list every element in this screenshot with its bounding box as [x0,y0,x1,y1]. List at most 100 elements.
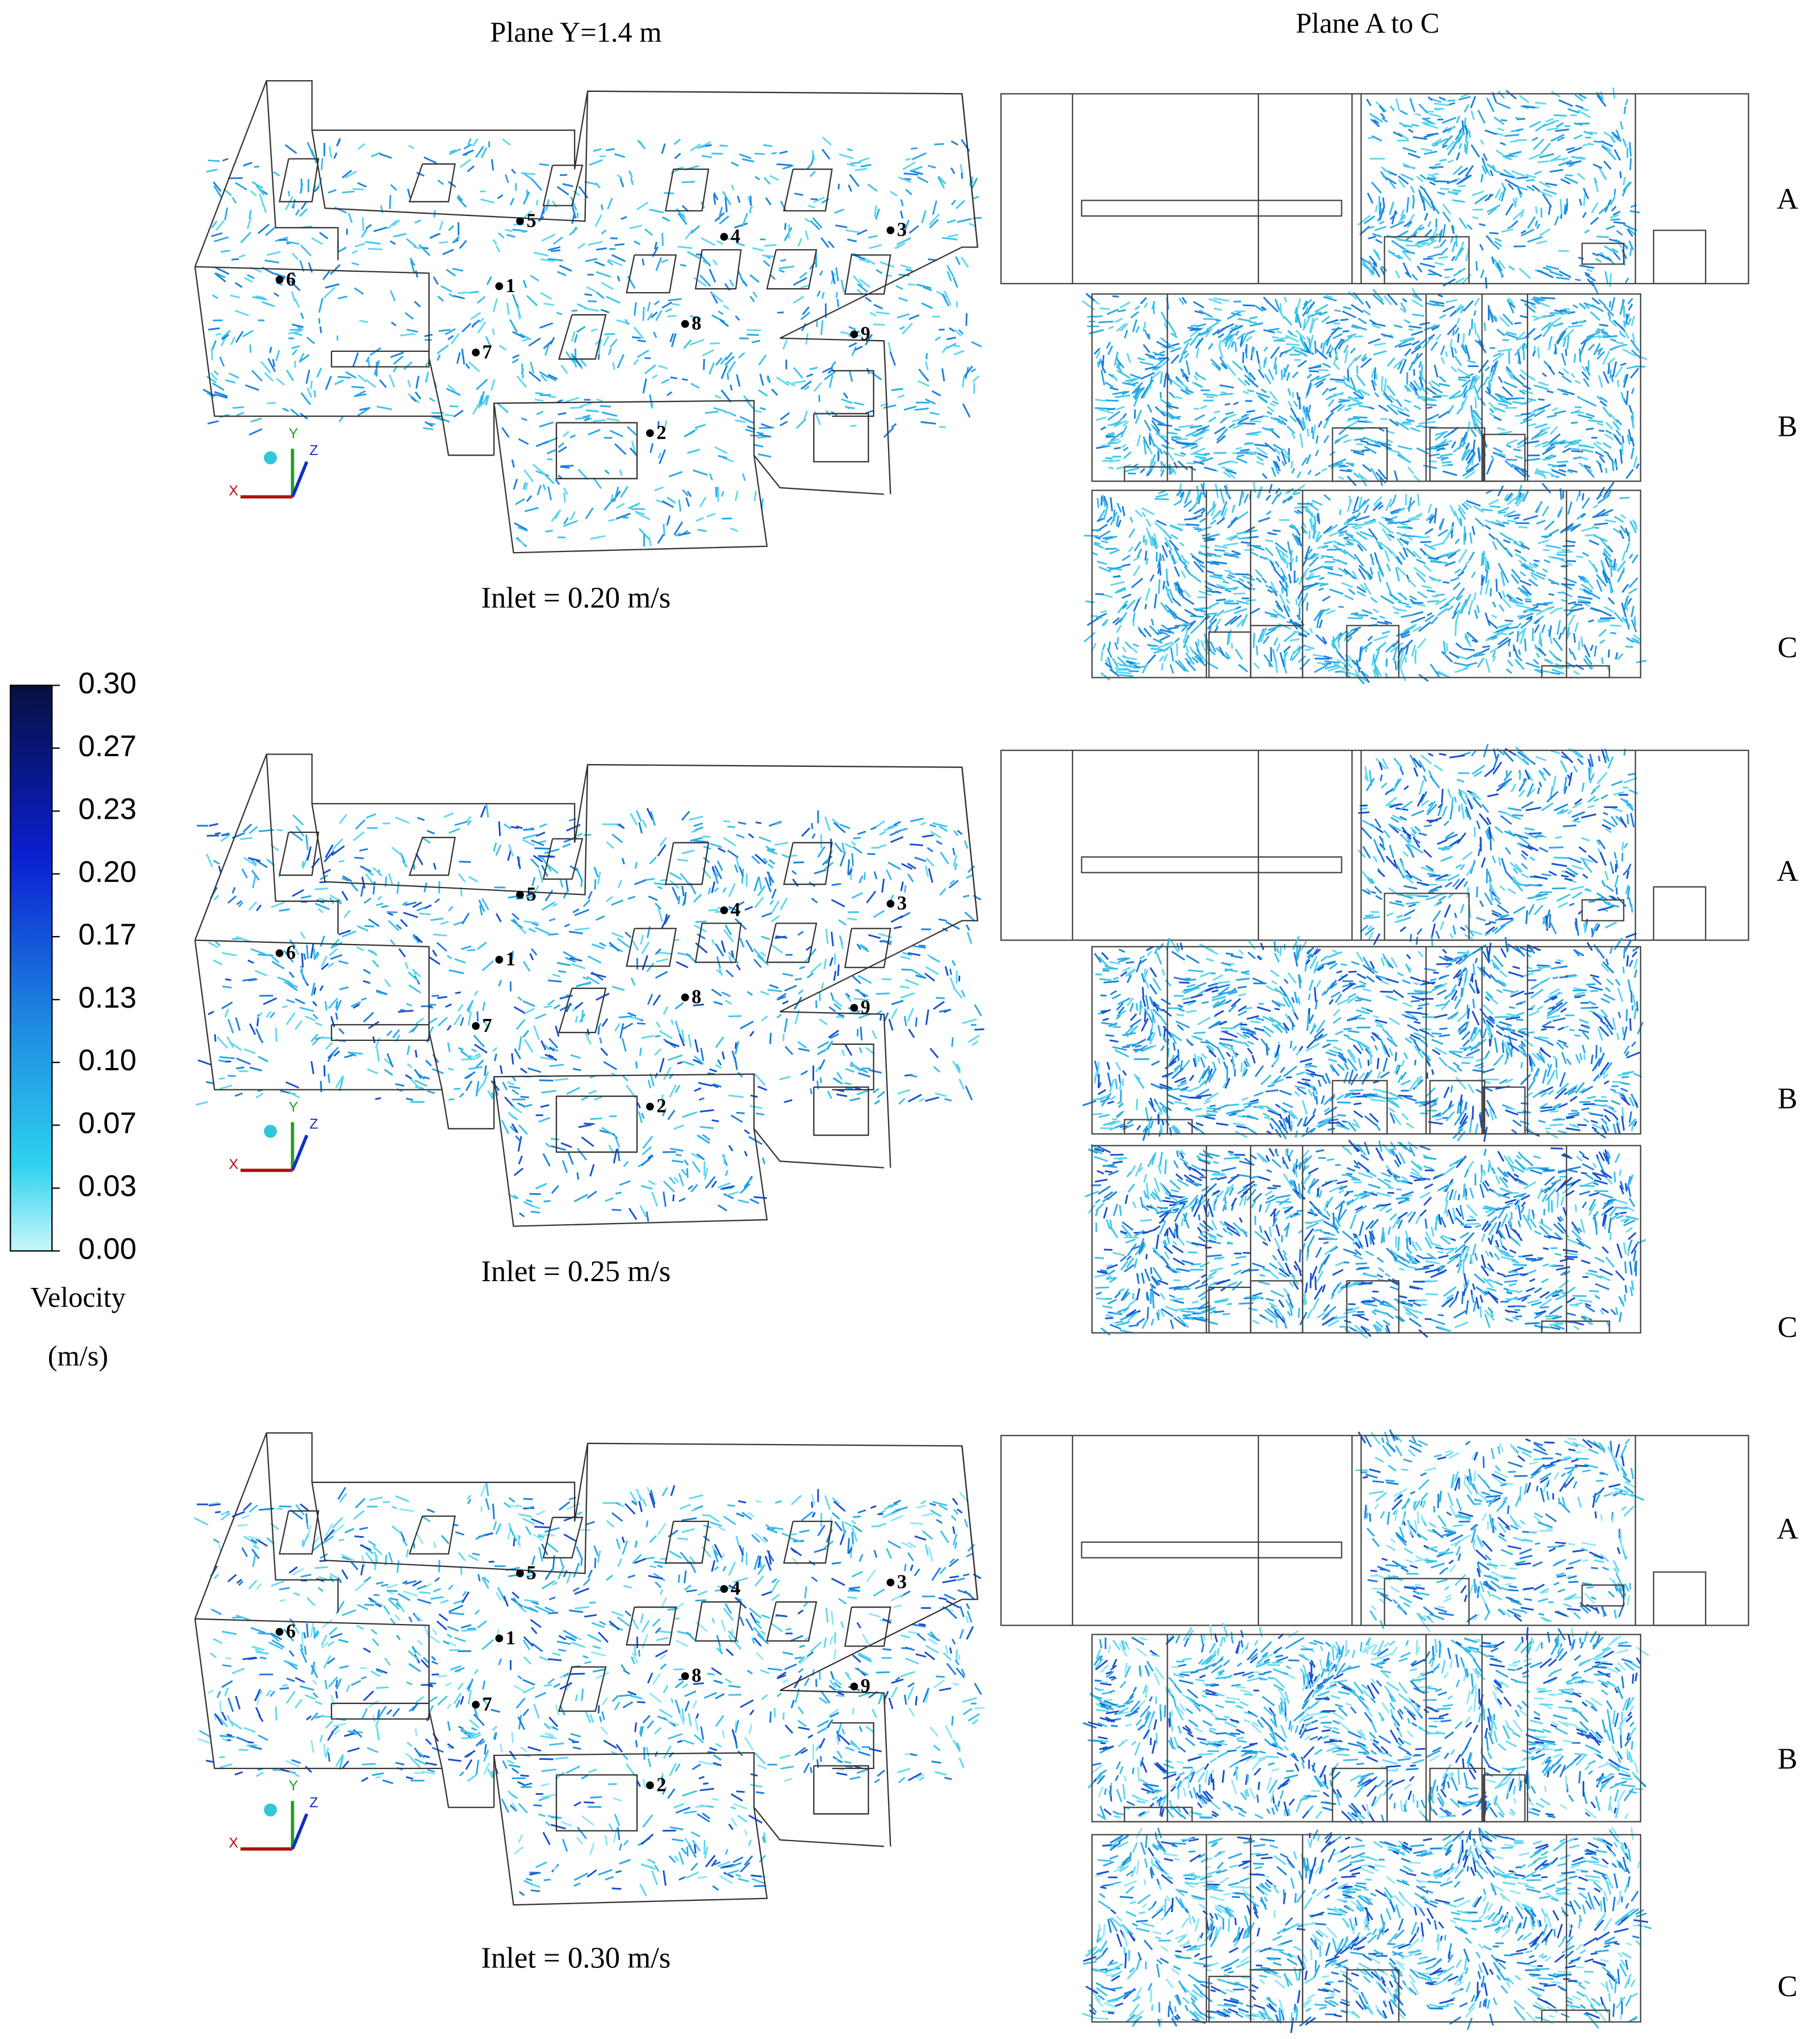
velocity-vector [448,1098,455,1101]
velocity-vector [1367,635,1373,642]
velocity-vector [1270,417,1286,424]
velocity-vector [1254,305,1264,312]
velocity-vector [290,408,299,417]
velocity-vector [1534,170,1542,175]
velocity-vector [1611,131,1620,139]
velocity-vector [845,1067,855,1073]
wireframe [542,164,584,206]
velocity-vector [1549,169,1563,173]
velocity-vector [1350,347,1356,354]
velocity-vector [1458,126,1464,134]
velocity-vector [338,960,348,965]
velocity-vector [1279,303,1283,314]
velocity-vector [784,1045,793,1056]
velocity-vector [1168,626,1179,630]
velocity-vector [1398,445,1413,451]
velocity-vector [1535,467,1547,479]
velocity-vector [1231,460,1238,464]
velocity-vector [631,336,641,339]
velocity-vector [1236,580,1251,591]
velocity-vector [1472,416,1479,428]
velocity-vector [1263,346,1269,352]
velocity-vector [1442,470,1457,476]
velocity-vector [1428,96,1433,101]
velocity-vector [929,824,936,828]
velocity-vector [214,272,227,283]
velocity-vector [1269,391,1278,401]
velocity-vector [1504,170,1518,180]
velocity-vector [560,364,568,374]
velocity-vector [1522,105,1536,109]
velocity-vector [613,1149,618,1164]
wireframe [408,163,456,202]
velocity-vector [1126,353,1132,363]
velocity-vector [606,148,615,152]
velocity-vector [1159,398,1169,405]
velocity-vector [1098,566,1111,573]
velocity-vector [1180,622,1188,626]
velocity-vector [1303,300,1307,306]
velocity-vector [911,147,918,150]
velocity-vector [1298,607,1301,621]
velocity-vector [761,423,771,429]
velocity-vector [535,392,544,395]
velocity-vector [895,285,903,290]
velocity-vector [873,205,877,217]
velocity-vector [1482,153,1488,161]
velocity-vector [1388,250,1401,260]
velocity-vector [1630,415,1635,429]
velocity-vector [421,1005,432,1008]
velocity-vector [434,898,440,903]
velocity-vector [1528,564,1534,570]
velocity-vector [1283,645,1291,653]
velocity-vector [250,417,262,423]
velocity-vector [1386,439,1393,443]
velocity-vector [376,902,384,906]
velocity-vector [1558,270,1572,279]
velocity-vector [1579,264,1594,269]
velocity-vector [541,233,555,242]
velocity-vector [1249,420,1261,423]
velocity-vector [1170,332,1178,338]
velocity-vector [834,953,836,965]
velocity-vector [1354,335,1363,338]
velocity-vector [502,138,511,146]
velocity-vector [1208,298,1222,304]
velocity-vector [629,447,638,456]
velocity-vector [868,235,878,239]
velocity-vector [1307,347,1313,354]
velocity-vector [1563,307,1570,311]
velocity-vector [609,338,618,348]
velocity-vector [1423,133,1437,139]
velocity-vector [471,138,479,147]
velocity-vector [1322,387,1329,396]
velocity-vector [1264,442,1276,453]
velocity-vector [693,893,702,903]
velocity-vector [1216,586,1224,589]
velocity-vector [448,969,465,974]
velocity-vector [675,961,688,969]
velocity-vector [1507,519,1517,523]
velocity-vector [1397,566,1406,576]
velocity-vector [876,311,890,315]
velocity-vector [1410,381,1419,391]
velocity-vector [1531,298,1544,302]
velocity-vector [1229,572,1236,576]
velocity-vector [1121,554,1131,562]
velocity-vector [1296,392,1300,400]
velocity-vector [1418,103,1429,114]
velocity-vector [319,935,325,947]
velocity-vector [1504,134,1519,137]
point-label: 7 [482,341,492,363]
velocity-vector [1629,158,1632,170]
velocity-vector [449,405,458,408]
velocity-vector [800,285,809,289]
velocity-vector [721,491,725,497]
velocity-vector [1490,369,1495,382]
velocity-vector [1609,196,1616,206]
velocity-vector [542,484,546,491]
velocity-vector [1096,616,1102,619]
velocity-vector [1183,589,1191,598]
velocity-vector [1531,430,1544,440]
velocity-vector [682,489,689,497]
